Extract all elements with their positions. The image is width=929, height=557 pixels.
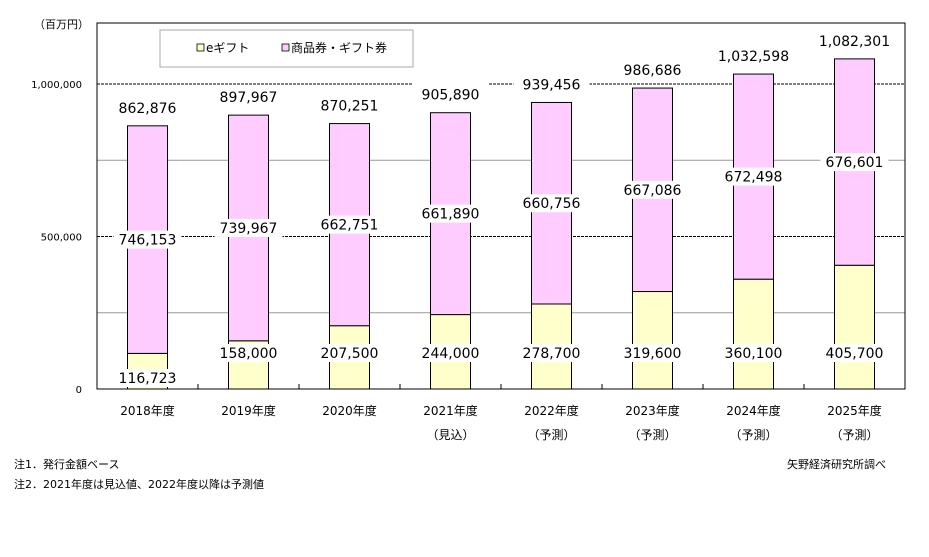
data-label-egift-bg bbox=[517, 344, 586, 362]
x-tick-label: 2024年度 bbox=[726, 403, 781, 418]
data-label-total: 939,456 bbox=[523, 77, 581, 93]
data-label-giftcard: 672,498 bbox=[725, 170, 783, 186]
total-label-bg bbox=[412, 82, 489, 105]
legend-label: eギフト bbox=[206, 41, 249, 55]
data-label-egift: 207,500 bbox=[321, 346, 379, 362]
legend-label: 商品券・ギフト券 bbox=[291, 40, 387, 55]
bar-egift bbox=[632, 291, 673, 390]
data-label-egift-bg bbox=[719, 344, 788, 362]
data-label-giftcard: 662,751 bbox=[321, 218, 379, 234]
data-label-total: 905,890 bbox=[422, 88, 480, 104]
source-credit: 矢野経済研究所調べ bbox=[787, 458, 886, 471]
x-tick-label: 2025年度 bbox=[827, 403, 882, 418]
plot-area bbox=[96, 22, 906, 390]
data-label-total: 1,082,301 bbox=[819, 34, 890, 50]
data-label-egift-bg bbox=[618, 344, 687, 362]
data-label-giftcard-bg bbox=[416, 204, 485, 223]
stacked-bar-chart: 0 500,000 1,000,000 （百万円） 116,723 746,153 862,… bbox=[31, 18, 906, 442]
data-label-egift: 158,000 bbox=[220, 346, 278, 362]
data-label-giftcard: 667,086 bbox=[624, 183, 682, 199]
x-tick-label: 2018年度 bbox=[120, 403, 175, 418]
data-label-giftcard-bg bbox=[618, 180, 687, 199]
note-2: 注2．2021年度は見込値、2022年度以降は予測値 bbox=[14, 478, 264, 491]
data-label-giftcard: 676,601 bbox=[826, 155, 884, 171]
x-tick-sublabel: （予測） bbox=[729, 428, 777, 442]
total-label-bg bbox=[210, 85, 287, 108]
data-label-giftcard: 746,153 bbox=[119, 233, 177, 249]
data-label-giftcard: 739,967 bbox=[220, 221, 278, 237]
data-label-egift-bg bbox=[214, 344, 283, 362]
data-label-giftcard-bg bbox=[214, 218, 283, 237]
bar-egift bbox=[733, 278, 774, 390]
data-label-total: 897,967 bbox=[220, 90, 278, 106]
data-label-egift: 244,000 bbox=[422, 346, 480, 362]
data-label-egift-bg bbox=[315, 344, 384, 362]
data-label-giftcard: 660,756 bbox=[523, 196, 581, 212]
data-label-giftcard-bg bbox=[820, 153, 889, 172]
data-label-giftcard-bg bbox=[517, 194, 586, 213]
note-1: 注1．発行金額ベース bbox=[14, 458, 120, 471]
total-label-bg bbox=[109, 95, 186, 118]
total-label-bg bbox=[513, 72, 590, 95]
total-label-bg bbox=[311, 93, 388, 116]
data-label-egift: 405,700 bbox=[826, 346, 884, 362]
data-label-giftcard-bg bbox=[315, 215, 384, 234]
data-label-giftcard: 661,890 bbox=[422, 207, 480, 223]
y-tick-label: 0 bbox=[76, 385, 82, 396]
total-label-bg bbox=[715, 44, 792, 67]
total-label-bg bbox=[816, 28, 893, 51]
x-tick-sublabel: （見込） bbox=[426, 428, 474, 442]
data-label-egift-bg bbox=[113, 369, 182, 387]
x-tick-sublabel: （予測） bbox=[830, 428, 878, 442]
data-label-total: 862,876 bbox=[119, 101, 177, 117]
total-label-bg bbox=[614, 58, 691, 81]
x-tick-label: 2022年度 bbox=[524, 403, 579, 418]
legend-swatch bbox=[281, 43, 290, 52]
data-label-egift: 360,100 bbox=[725, 346, 783, 362]
legend-swatch bbox=[196, 43, 205, 52]
data-label-egift-bg bbox=[416, 344, 485, 362]
data-label-giftcard-bg bbox=[719, 167, 788, 186]
bar-egift bbox=[834, 264, 875, 390]
x-tick-sublabel: （予測） bbox=[628, 428, 676, 442]
x-tick-label: 2019年度 bbox=[221, 403, 276, 418]
y-tick-label: 500,000 bbox=[41, 233, 82, 244]
y-tick-label: 1,000,000 bbox=[31, 80, 82, 91]
x-tick-label: 2023年度 bbox=[625, 403, 680, 418]
data-label-egift: 319,600 bbox=[624, 346, 682, 362]
x-tick-label: 2021年度 bbox=[423, 403, 478, 418]
data-label-total: 1,032,598 bbox=[718, 49, 789, 65]
y-axis-unit: （百万円） bbox=[34, 18, 89, 31]
data-label-total: 870,251 bbox=[321, 99, 379, 115]
data-label-giftcard-bg bbox=[113, 230, 182, 249]
x-tick-sublabel: （予測） bbox=[527, 428, 575, 442]
data-label-total: 986,686 bbox=[624, 63, 682, 79]
data-label-egift: 278,700 bbox=[523, 346, 581, 362]
x-tick-label: 2020年度 bbox=[322, 403, 377, 418]
data-label-egift: 116,723 bbox=[119, 371, 177, 387]
data-label-egift-bg bbox=[820, 344, 889, 362]
